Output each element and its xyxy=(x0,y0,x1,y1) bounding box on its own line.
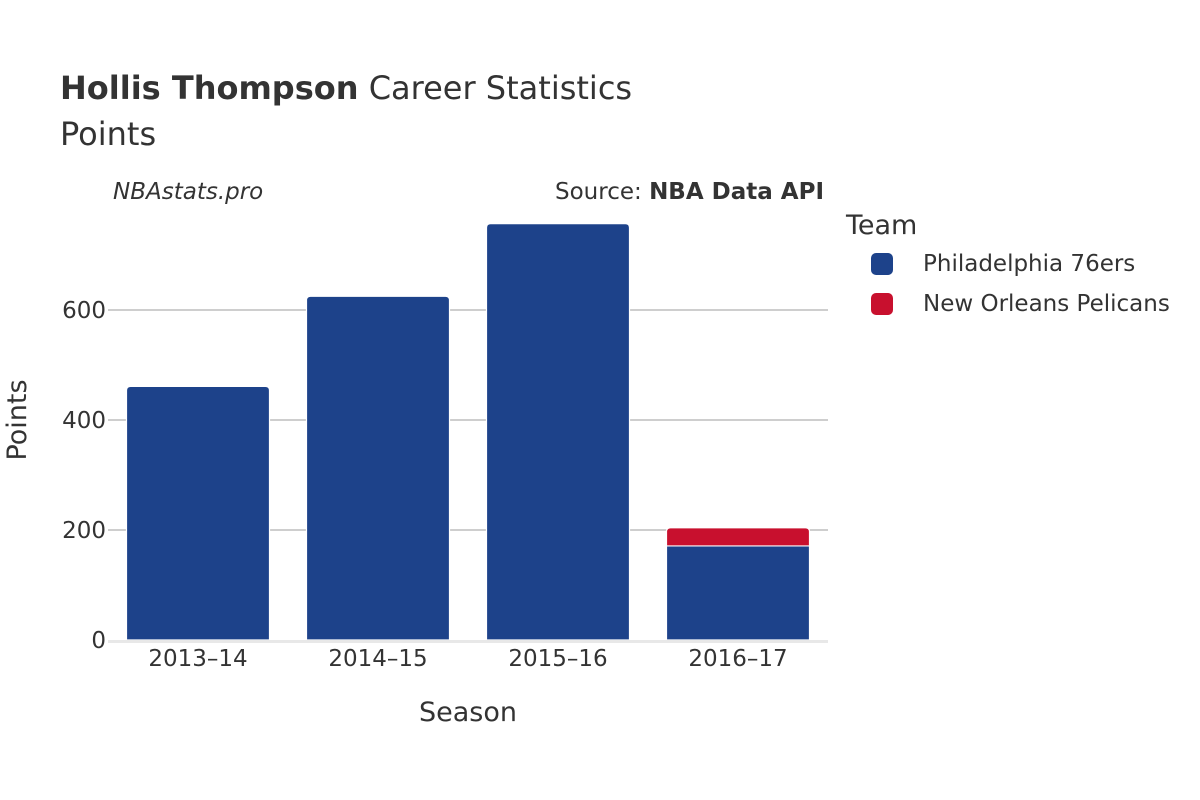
x-tick-label: 2016–17 xyxy=(688,646,787,672)
bars xyxy=(125,223,811,641)
source-name: NBA Data API xyxy=(649,179,824,205)
legend-label: Philadelphia 76ers xyxy=(923,251,1136,277)
legend: Team Philadelphia 76ers New Orleans Peli… xyxy=(846,208,1170,324)
legend-swatch-new-orleans-pelicans xyxy=(871,293,893,315)
legend-title: Team xyxy=(846,210,918,241)
bar-new-orleans-pelicans-2016-17 xyxy=(665,527,811,547)
y-axis-title: Points xyxy=(2,379,33,460)
source-credit: Source: NBA Data API xyxy=(555,176,824,208)
legend-item-new-orleans-pelicans[interactable]: New Orleans Pelicans xyxy=(846,286,1170,324)
y-tick-label: 600 xyxy=(62,298,106,324)
chart-title-rest: Career Statistics xyxy=(358,69,633,107)
bar-philadelphia-76ers-2015-16 xyxy=(485,223,631,641)
chart-title: Hollis Thompson Career Statistics xyxy=(60,66,632,110)
y-tick-label: 200 xyxy=(62,518,106,544)
watermark: NBAstats.pro xyxy=(113,179,264,205)
y-tick-label: 400 xyxy=(62,408,106,434)
axes: 0 200 400 600 2013–14 2014–15 2015–16 2016–17 Se… xyxy=(2,298,828,728)
chart-title-player: Hollis Thompson xyxy=(60,69,359,107)
source-prefix: Source: xyxy=(555,179,650,205)
chart-subtitle: Points xyxy=(60,115,157,153)
bar-philadelphia-76ers-2014-15 xyxy=(305,295,451,641)
x-axis-title: Season xyxy=(419,697,517,728)
x-tick-label: 2013–14 xyxy=(148,646,247,672)
x-tick-label: 2015–16 xyxy=(508,646,607,672)
y-tick-label: 0 xyxy=(91,628,106,654)
legend-swatch-philadelphia-76ers xyxy=(871,253,893,275)
bar-philadelphia-76ers-2016-17 xyxy=(665,545,811,641)
legend-item-philadelphia-76ers[interactable]: Philadelphia 76ers xyxy=(846,246,1135,284)
legend-label: New Orleans Pelicans xyxy=(923,291,1170,317)
bar-philadelphia-76ers-2013-14 xyxy=(125,385,271,641)
x-tick-label: 2014–15 xyxy=(328,646,427,672)
